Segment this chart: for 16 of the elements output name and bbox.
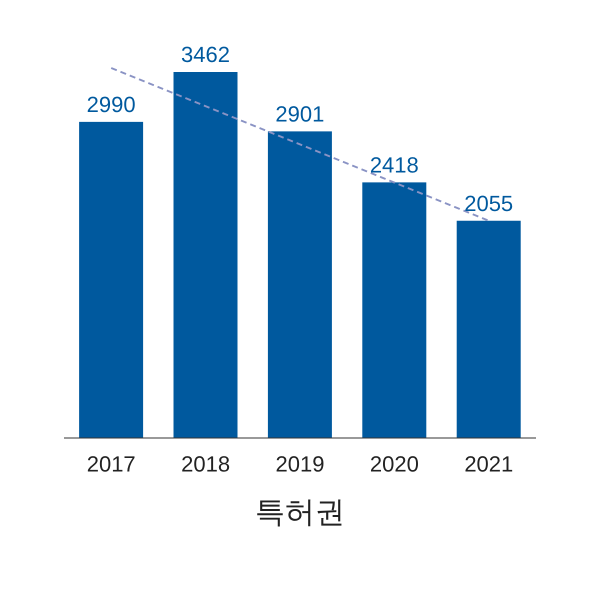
bar xyxy=(79,122,144,438)
data-label: 2418 xyxy=(370,152,419,178)
bar xyxy=(268,131,332,438)
x-tick-label: 2018 xyxy=(181,452,230,477)
data-label: 2055 xyxy=(464,190,514,216)
x-tick-label: 2020 xyxy=(370,452,419,477)
x-tick-label: 2021 xyxy=(464,452,514,477)
bar xyxy=(174,72,238,438)
data-label: 2990 xyxy=(86,92,136,117)
x-tick-label: 2017 xyxy=(86,452,136,477)
bar xyxy=(456,220,521,438)
data-label: 2901 xyxy=(275,101,324,126)
x-tick-label: 2019 xyxy=(276,452,324,477)
bar xyxy=(362,182,426,438)
data-label: 3462 xyxy=(181,42,230,68)
x-axis-title: 특허권 xyxy=(254,495,346,531)
